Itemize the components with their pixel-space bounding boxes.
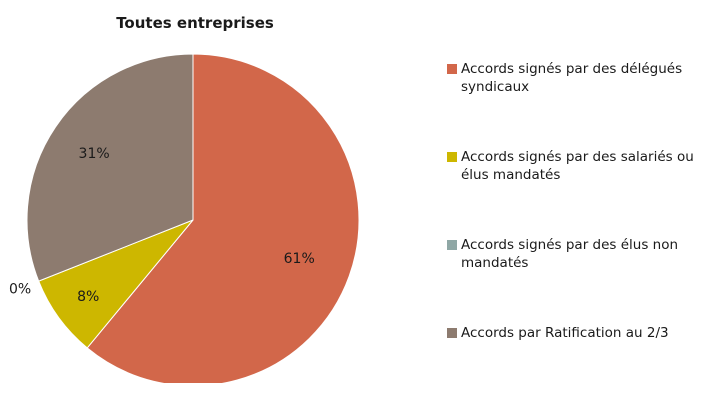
chart-title: Toutes entreprises: [116, 14, 274, 32]
legend-label: Accords par Ratification au 2/3: [461, 325, 669, 341]
pie-labels: 61% 8% 0% 31%: [9, 146, 315, 305]
pie-chart: 61% 8% 0% 31%: [9, 53, 360, 383]
legend-swatch: [447, 64, 457, 74]
legend-label: Accords signés par des élus non mandatés: [461, 237, 679, 271]
legend-item-salaries-mandates: Accords signés par des salariés ou élus …: [447, 148, 717, 236]
slice-data-label: 31%: [79, 146, 110, 162]
legend-label: Accords signés par des délégués syndicau…: [461, 61, 683, 95]
legend-label: Accords signés par des salariés ou élus …: [461, 149, 694, 183]
slice-data-label: 0%: [9, 281, 31, 297]
legend-swatch: [447, 152, 457, 162]
legend-item-delegues: Accords signés par des délégués syndicau…: [447, 60, 717, 148]
legend: Accords signés par des délégués syndicau…: [447, 60, 717, 412]
slice-data-label: 61%: [284, 251, 315, 267]
slice-data-label: 8%: [77, 289, 99, 305]
legend-swatch: [447, 328, 457, 338]
legend-item-ratification: Accords par Ratification au 2/3: [447, 324, 717, 412]
pie-slices: [26, 53, 360, 383]
legend-swatch: [447, 240, 457, 250]
pie-slice: [86, 53, 360, 383]
pie-slice: [26, 53, 194, 282]
legend-item-elus-non-mandates: Accords signés par des élus non mandatés: [447, 236, 717, 324]
